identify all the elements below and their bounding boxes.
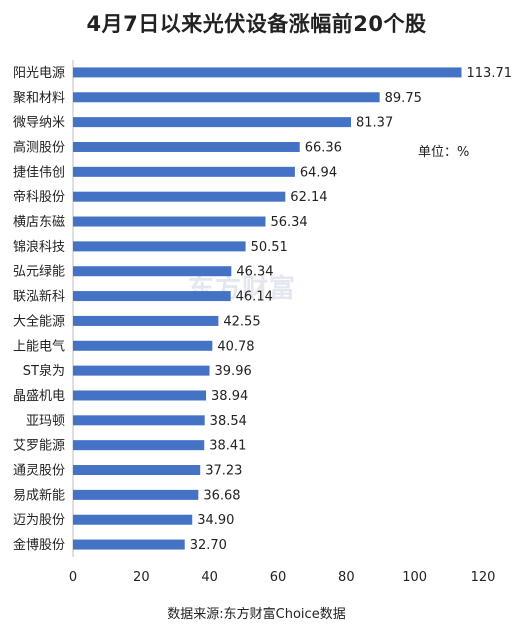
x-tick-label: 20	[133, 570, 150, 585]
bar	[73, 315, 219, 326]
bar	[73, 365, 210, 376]
value-label: 66.36	[305, 140, 342, 155]
value-label: 36.68	[203, 488, 240, 503]
category-label: 阳光电源	[13, 66, 65, 81]
category-label: 艾罗能源	[13, 439, 65, 454]
bar	[73, 465, 201, 476]
category-label: 大全能源	[13, 313, 65, 329]
value-label: 37.23	[205, 464, 242, 479]
value-label: 62.14	[290, 190, 327, 205]
bar	[73, 216, 266, 227]
category-label: 微导纳米	[13, 116, 65, 131]
bar	[73, 266, 232, 277]
category-label: 高测股份	[13, 139, 65, 155]
category-label: 捷佳伟创	[13, 165, 65, 180]
category-label: 晶盛机电	[13, 389, 65, 404]
x-tick-label: 120	[471, 570, 496, 585]
x-tick-label: 0	[69, 570, 77, 585]
bar	[73, 489, 199, 500]
bar	[73, 340, 213, 351]
bar	[73, 92, 380, 103]
category-label: 锦浪科技	[13, 240, 65, 255]
value-label: 38.94	[211, 389, 248, 404]
bar	[73, 166, 295, 177]
bar	[73, 141, 300, 152]
bar	[73, 241, 246, 252]
bar	[73, 415, 205, 426]
value-label: 113.71	[467, 66, 513, 81]
value-label: 56.34	[270, 215, 307, 230]
chart-title: 4月7日以来光伏设备涨幅前20个股	[86, 12, 427, 36]
value-label: 46.14	[236, 290, 273, 305]
category-label: ST泉为	[23, 363, 65, 379]
value-label: 81.37	[356, 116, 393, 131]
category-label: 迈为股份	[13, 513, 65, 528]
value-label: 64.94	[300, 165, 337, 180]
bar	[73, 539, 185, 550]
x-tick-label: 40	[201, 570, 218, 585]
category-label: 聚和材料	[13, 91, 65, 106]
source-note: 数据来源:东方财富Choice数据	[167, 607, 346, 622]
category-label: 横店东磁	[13, 215, 65, 230]
category-label: 易成新能	[13, 487, 65, 503]
category-label: 弘元绿能	[13, 265, 65, 280]
x-tick-label: 60	[270, 570, 287, 585]
value-label: 40.78	[217, 339, 254, 354]
bar	[73, 191, 286, 202]
category-label: 金博股份	[13, 537, 65, 553]
category-label: 联泓新科	[13, 289, 65, 305]
bar	[73, 390, 207, 401]
x-tick-label: 100	[402, 570, 427, 585]
value-label: 89.75	[385, 91, 422, 106]
category-label: 亚玛顿	[26, 414, 65, 429]
value-label: 38.54	[210, 414, 247, 429]
bar	[73, 440, 205, 451]
category-label: 上能电气	[13, 338, 65, 354]
x-tick-label: 80	[338, 570, 355, 585]
bar	[73, 67, 462, 78]
value-label: 46.34	[236, 265, 273, 280]
unit-label: 单位：%	[418, 145, 470, 160]
value-label: 50.51	[251, 240, 288, 255]
bar	[73, 514, 193, 525]
category-label: 通灵股份	[13, 464, 65, 479]
value-label: 39.96	[215, 364, 252, 379]
value-label: 38.41	[209, 439, 246, 454]
category-label: 帝科股份	[13, 189, 65, 205]
bar	[73, 117, 352, 128]
value-label: 42.55	[223, 314, 260, 329]
value-label: 32.70	[190, 538, 227, 553]
bar	[73, 291, 231, 302]
value-label: 34.90	[197, 513, 234, 528]
